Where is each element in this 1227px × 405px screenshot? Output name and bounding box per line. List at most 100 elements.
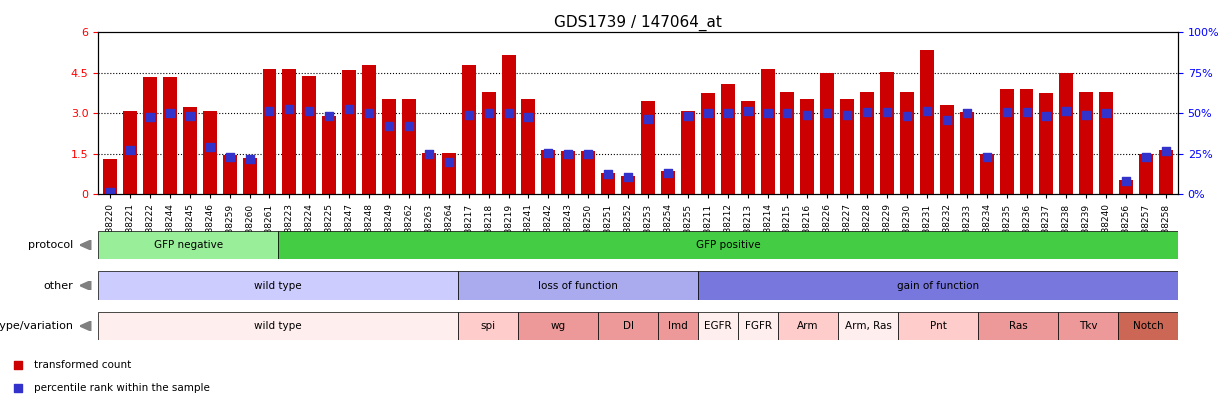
Polygon shape <box>80 240 91 250</box>
Point <box>897 113 917 119</box>
Bar <box>561 151 575 194</box>
FancyBboxPatch shape <box>1118 312 1178 340</box>
Text: FGFR: FGFR <box>745 321 772 331</box>
Point <box>917 107 936 114</box>
Bar <box>502 55 515 194</box>
Point <box>479 110 498 117</box>
Point <box>120 147 140 153</box>
Polygon shape <box>80 321 91 331</box>
Bar <box>243 158 256 194</box>
Bar <box>442 153 455 194</box>
Point <box>160 110 179 117</box>
Bar <box>821 73 834 194</box>
Point <box>977 153 996 160</box>
Point <box>877 109 897 115</box>
Point <box>340 106 360 113</box>
Point <box>140 114 160 121</box>
Title: GDS1739 / 147064_at: GDS1739 / 147064_at <box>555 15 721 31</box>
Point <box>1097 110 1117 117</box>
Text: wg: wg <box>551 321 566 331</box>
Point <box>280 106 299 113</box>
Point <box>1056 107 1076 114</box>
FancyBboxPatch shape <box>698 312 737 340</box>
Bar <box>1139 154 1153 194</box>
Point <box>698 110 718 117</box>
Bar <box>1080 92 1093 194</box>
Bar <box>541 150 556 194</box>
Point <box>737 107 757 114</box>
Point <box>420 151 439 157</box>
Bar <box>701 93 715 194</box>
Text: protocol: protocol <box>28 240 74 250</box>
Bar <box>103 159 117 194</box>
Text: percentile rank within the sample: percentile rank within the sample <box>34 383 210 393</box>
Point <box>180 113 200 119</box>
Text: transformed count: transformed count <box>34 360 131 370</box>
Bar <box>123 111 137 194</box>
Bar <box>880 72 894 194</box>
Point <box>1136 153 1156 160</box>
FancyBboxPatch shape <box>518 312 598 340</box>
Bar <box>582 151 595 194</box>
Text: Notch: Notch <box>1133 321 1163 331</box>
Text: wild type: wild type <box>254 281 302 290</box>
Point <box>817 110 837 117</box>
Point <box>837 111 856 118</box>
Point <box>220 153 239 160</box>
FancyBboxPatch shape <box>1058 312 1118 340</box>
Point <box>379 122 399 129</box>
Bar <box>979 154 994 194</box>
Point <box>459 111 479 118</box>
Bar <box>302 76 317 194</box>
Point <box>679 113 698 119</box>
Bar <box>601 173 615 194</box>
Bar <box>402 98 416 194</box>
FancyBboxPatch shape <box>598 312 658 340</box>
Bar <box>1160 150 1173 194</box>
Bar <box>183 107 196 194</box>
Point <box>319 113 339 119</box>
Point <box>299 107 319 114</box>
FancyBboxPatch shape <box>698 271 1178 300</box>
Point <box>1156 148 1175 154</box>
Point <box>658 170 677 176</box>
Point <box>758 110 778 117</box>
FancyBboxPatch shape <box>658 312 698 340</box>
Bar <box>1099 92 1113 194</box>
Text: GFP positive: GFP positive <box>696 240 761 250</box>
Text: Pnt: Pnt <box>930 321 946 331</box>
Bar <box>1000 89 1014 194</box>
Bar <box>482 92 496 194</box>
Point <box>539 149 558 156</box>
Point <box>1076 111 1096 118</box>
Point <box>618 174 638 180</box>
Point <box>200 144 220 150</box>
Point <box>578 151 598 157</box>
Text: Tkv: Tkv <box>1079 321 1097 331</box>
Point <box>558 151 578 157</box>
Bar <box>263 69 276 194</box>
Point <box>798 111 817 118</box>
Bar <box>761 69 774 194</box>
FancyBboxPatch shape <box>98 312 458 340</box>
Point <box>360 110 379 117</box>
Bar <box>860 92 874 194</box>
Bar <box>282 69 297 194</box>
Bar <box>1020 89 1033 194</box>
FancyBboxPatch shape <box>98 231 279 259</box>
FancyBboxPatch shape <box>978 312 1058 340</box>
Text: gain of function: gain of function <box>897 281 979 290</box>
Bar <box>840 98 854 194</box>
Bar <box>521 98 535 194</box>
Point <box>599 171 618 177</box>
FancyBboxPatch shape <box>898 312 978 340</box>
Point <box>211 13 231 19</box>
Text: Dl: Dl <box>622 321 633 331</box>
Point <box>1037 113 1056 119</box>
Point <box>858 109 877 115</box>
FancyBboxPatch shape <box>458 271 698 300</box>
Bar <box>640 101 655 194</box>
Point <box>399 122 418 129</box>
Bar <box>342 70 356 194</box>
Bar <box>202 111 217 194</box>
